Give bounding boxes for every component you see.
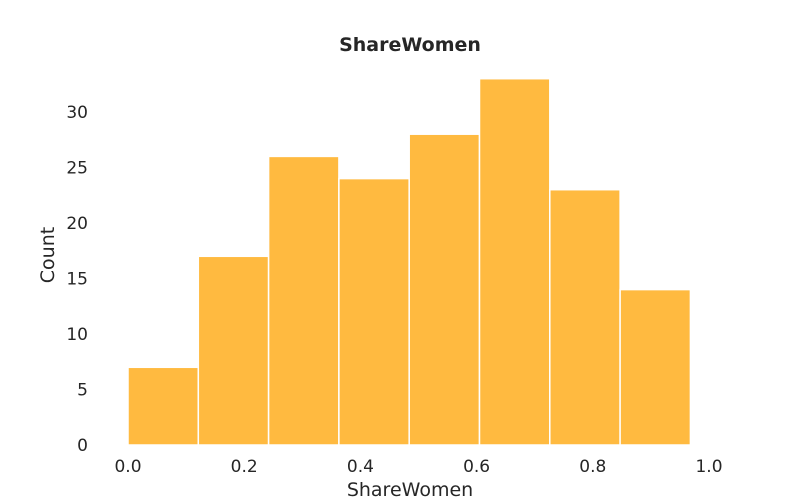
x-tick-label: 0.6 [463, 457, 490, 477]
y-tick-label: 0 [77, 436, 88, 456]
x-tick-label: 0.0 [114, 457, 141, 477]
histogram-bar [549, 188, 621, 446]
histogram-bar [338, 177, 410, 446]
y-tick-labels: 0 5 10 15 20 25 30 [66, 103, 88, 456]
x-tick-label: 0.4 [347, 457, 374, 477]
histogram-bar [619, 288, 692, 446]
y-axis-label: Count [37, 227, 59, 283]
y-tick-label: 15 [66, 270, 88, 290]
y-tick-label: 5 [77, 381, 88, 401]
x-tick-label: 1.0 [695, 457, 722, 477]
y-tick-label: 10 [66, 325, 88, 345]
x-axis-label: ShareWomen [347, 479, 473, 500]
histogram-bar [408, 133, 481, 446]
histogram-bar [478, 77, 551, 446]
histogram-bar [197, 255, 270, 446]
y-tick-label: 30 [66, 103, 88, 123]
y-tick-label: 20 [66, 214, 88, 234]
x-tick-label: 0.2 [231, 457, 258, 477]
histogram-bar [127, 366, 200, 446]
x-tick-label: 0.8 [579, 457, 606, 477]
y-tick-label: 25 [66, 159, 88, 179]
chart-title: ShareWomen [339, 34, 481, 56]
bars-group [127, 77, 692, 446]
histogram-bar [267, 155, 340, 446]
x-tick-labels: 0.0 0.2 0.4 0.6 0.8 1.0 [114, 457, 722, 477]
